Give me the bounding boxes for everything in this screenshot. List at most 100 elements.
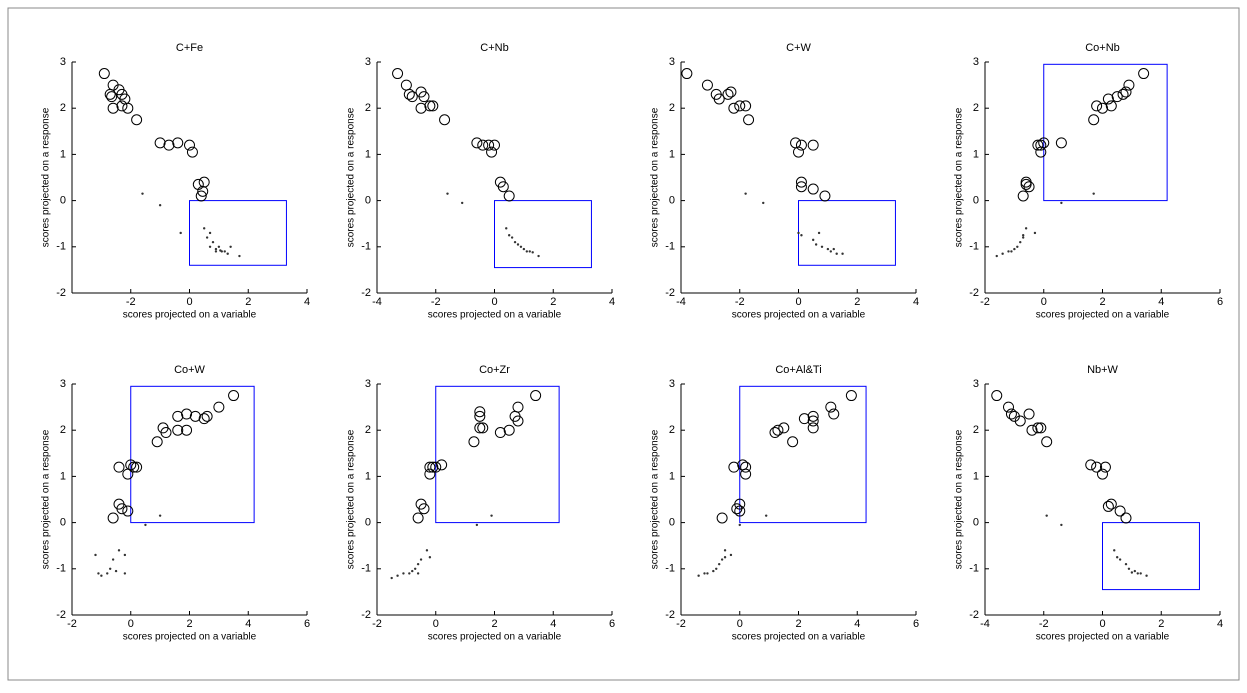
x-tick-label: 6 — [304, 618, 310, 630]
circle-point — [474, 410, 486, 422]
subplot-title: C+Fe — [176, 42, 203, 54]
x-tick-label: 0 — [128, 618, 134, 630]
highlight-box — [189, 200, 287, 266]
dot-point — [717, 562, 721, 566]
circle-point — [743, 114, 755, 126]
circle-point — [477, 422, 489, 434]
x-axis-label: scores projected on a variable — [732, 632, 866, 643]
x-tick-label: 6 — [609, 618, 615, 630]
dot-point — [217, 245, 221, 248]
subplot-title: Co+Nb — [1085, 42, 1120, 54]
dot-point — [1115, 556, 1119, 559]
dot-point — [797, 231, 800, 235]
dot-point — [419, 558, 423, 561]
circle-point — [439, 114, 451, 126]
circle-point — [807, 410, 819, 422]
circle-point — [474, 422, 486, 434]
circle-point — [734, 100, 746, 112]
dot-point — [1016, 245, 1019, 248]
circle-point — [392, 68, 404, 80]
circle-point — [1105, 100, 1117, 112]
dot-point — [764, 514, 768, 517]
dot-point — [519, 245, 523, 248]
dot-point — [1021, 236, 1025, 239]
dot-point — [513, 240, 517, 244]
circle-point — [131, 114, 143, 126]
highlight-box — [1043, 63, 1168, 202]
dot-point — [211, 240, 215, 244]
subplot-title: C+W — [786, 42, 811, 54]
circle-point — [489, 139, 500, 151]
circle-point — [713, 93, 725, 105]
dot-point — [158, 204, 162, 207]
circle-point — [116, 100, 128, 112]
dot-point — [1136, 572, 1139, 575]
y-tick-label: 1 — [669, 470, 675, 482]
circle-point — [1138, 68, 1150, 80]
circle-point — [198, 176, 210, 188]
circle-point — [151, 436, 163, 448]
y-tick-label: -1 — [56, 241, 66, 253]
circle-point — [819, 190, 831, 202]
circle-point — [740, 461, 752, 473]
circle-point — [1003, 401, 1014, 413]
dot-point — [820, 245, 824, 248]
circle-point — [477, 139, 489, 151]
y-tick-label: -1 — [361, 563, 371, 575]
circle-point — [1032, 139, 1044, 151]
x-tick-label: 0 — [433, 618, 439, 630]
x-tick-label: 0 — [795, 296, 801, 308]
dot-point — [94, 553, 97, 557]
dot-point — [1019, 240, 1022, 244]
circle-point — [734, 505, 746, 517]
x-tick-label: -2 — [67, 618, 77, 630]
y-tick-label: -2 — [56, 609, 66, 621]
circle-point — [104, 88, 116, 100]
circle-point — [1020, 178, 1032, 190]
circle-point — [483, 139, 495, 151]
circle-point — [1005, 408, 1017, 420]
circle-point — [1041, 436, 1053, 448]
x-tick-label: 0 — [491, 296, 497, 308]
x-tick-label: 2 — [1158, 618, 1164, 630]
y-tick-label: -2 — [969, 609, 979, 621]
dot-point — [528, 250, 531, 253]
circle-point — [1085, 459, 1097, 471]
circle-point — [122, 468, 134, 480]
y-tick-label: 0 — [365, 517, 371, 529]
dot-point — [1124, 562, 1128, 566]
dot-point — [219, 249, 222, 252]
circle-point — [778, 422, 790, 434]
circle-point — [1020, 176, 1032, 188]
dot-point — [1060, 523, 1063, 527]
x-tick-label: 4 — [913, 296, 919, 308]
circle-point — [1032, 422, 1044, 434]
dot-point — [697, 574, 700, 577]
circle-point — [131, 461, 143, 473]
x-axis-label: scores projected on a variable — [123, 310, 257, 321]
x-tick-label: 4 — [304, 296, 310, 308]
circle-point — [128, 461, 140, 473]
circle-point — [1088, 114, 1100, 126]
y-tick-label: 1 — [365, 470, 371, 482]
circle-point — [154, 137, 166, 149]
dot-point — [723, 549, 727, 552]
circle-point — [427, 461, 439, 473]
y-axis-label: scores projected on a response — [954, 107, 965, 247]
x-tick-label: 0 — [737, 618, 743, 630]
circle-point — [474, 406, 486, 418]
circle-point — [503, 190, 515, 202]
circle-point — [1035, 146, 1047, 158]
y-tick-label: -2 — [361, 287, 371, 299]
circle-point — [845, 390, 857, 402]
dot-point — [811, 238, 815, 242]
x-tick-label: 2 — [186, 618, 192, 630]
dot-point — [428, 556, 432, 559]
circle-point — [1120, 512, 1132, 524]
highlight-box — [494, 200, 592, 269]
y-tick-label: 1 — [60, 470, 66, 482]
x-tick-label: -2 — [372, 618, 382, 630]
dot-point — [835, 252, 838, 255]
x-tick-label: -2 — [980, 296, 990, 308]
y-tick-label: 3 — [669, 56, 675, 68]
